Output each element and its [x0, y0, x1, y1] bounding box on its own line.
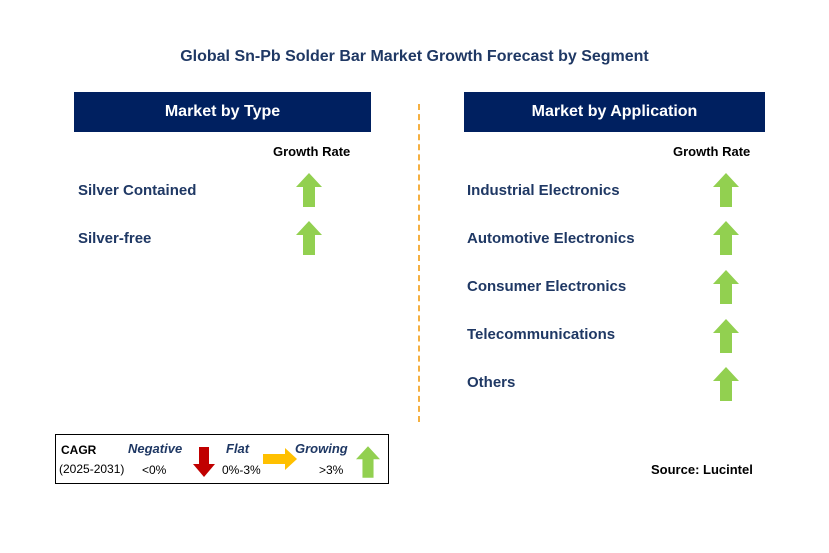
growth-up-arrow-icon — [296, 173, 322, 207]
legend-negative-label: Negative — [128, 441, 183, 456]
application-item-label: Industrial Electronics — [467, 182, 620, 199]
type-item-label: Silver Contained — [78, 182, 197, 199]
source-note: Source: Lucintel — [651, 462, 753, 477]
growth-up-arrow-icon — [713, 173, 739, 207]
panel-divider — [418, 104, 420, 422]
growth-up-arrow-icon — [713, 270, 739, 304]
cagr-legend: CAGR (2025-2031) Negative <0% Flat 0%-3%… — [55, 434, 389, 484]
negative-down-arrow-icon — [193, 447, 215, 477]
growth-up-arrow-icon — [713, 319, 739, 353]
growth-up-arrow-icon — [296, 221, 322, 255]
growth-up-arrow-icon — [713, 367, 739, 401]
legend-growing-label: Growing — [295, 441, 348, 456]
type-item-label: Silver-free — [78, 230, 152, 247]
type-panel-header: Market by Type — [74, 92, 371, 132]
growth-up-arrow-icon — [713, 221, 739, 255]
application-item-label: Telecommunications — [467, 326, 616, 343]
legend-cagr-label: CAGR — [61, 443, 97, 457]
legend-negative-range: <0% — [142, 463, 167, 477]
application-growth-rate-label: Growth Rate — [673, 144, 751, 159]
growing-up-arrow-icon — [356, 446, 380, 478]
legend-flat-label: Flat — [226, 441, 250, 456]
application-item-label: Others — [467, 374, 516, 391]
legend-flat-range: 0%-3% — [222, 463, 261, 477]
legend-period-label: (2025-2031) — [59, 462, 125, 476]
application-item-label: Consumer Electronics — [467, 278, 627, 295]
legend-growing-range: >3% — [319, 463, 344, 477]
application-item-label: Automotive Electronics — [467, 230, 635, 247]
chart-title: Global Sn-Pb Solder Bar Market Growth Fo… — [180, 48, 649, 65]
type-growth-rate-label: Growth Rate — [273, 144, 351, 159]
flat-right-arrow-icon — [263, 448, 297, 470]
application-panel-header: Market by Application — [464, 92, 765, 132]
